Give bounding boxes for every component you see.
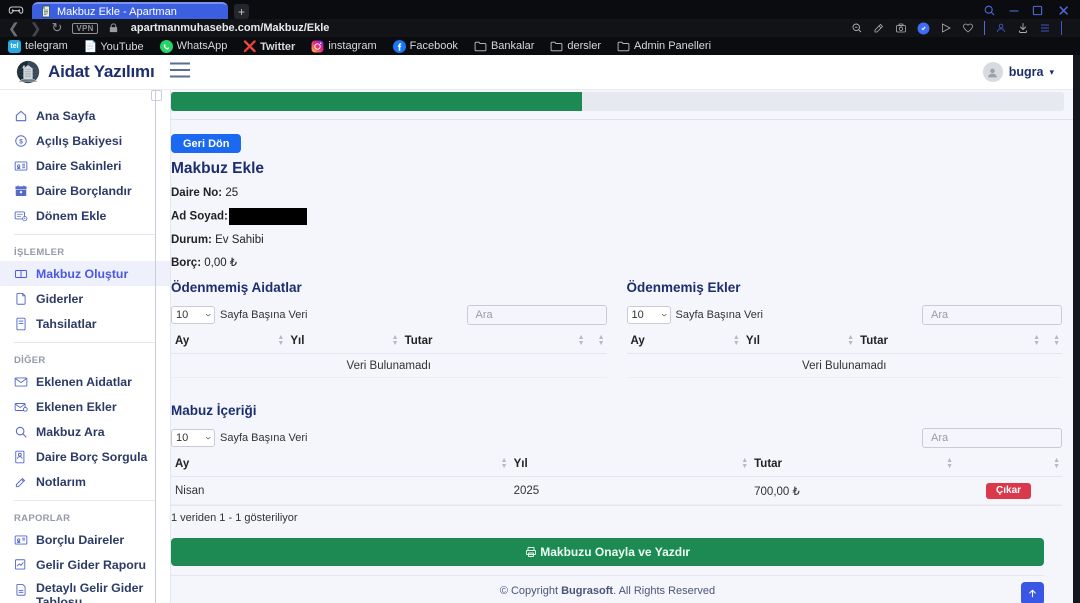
svg-text:$: $ (19, 138, 23, 145)
svg-text:+: + (24, 216, 26, 220)
